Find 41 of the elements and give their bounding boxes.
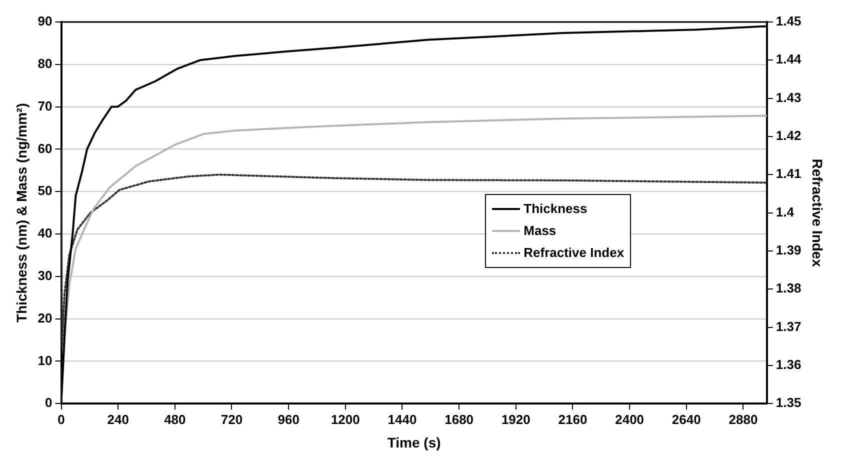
y2-axis-title: Refractive Index	[810, 158, 826, 268]
y2-tick-label: 1.43	[776, 90, 802, 105]
x-tick-label: 1200	[330, 412, 360, 427]
y-tick-label: 0	[45, 395, 52, 410]
y2-tick-label: 1.35	[776, 395, 802, 410]
x-tick-label: 0	[58, 412, 65, 427]
line-series	[61, 148, 767, 348]
y-tick-label: 90	[38, 14, 52, 29]
y2-tick-label: 1.41	[776, 166, 802, 182]
x-tick-label: 2640	[672, 412, 701, 427]
x-tick-label: 480	[164, 412, 186, 427]
y2-tick-label: 1.38	[776, 280, 802, 296]
x-tick-label: 1920	[501, 412, 530, 427]
y2-tick-label: 1.4	[776, 204, 795, 220]
y-tick-label: 30	[38, 268, 52, 283]
y-tick-label: 50	[38, 183, 52, 198]
x-tick-label: 1680	[444, 412, 474, 427]
x-tick-label: 2880	[728, 412, 758, 427]
y-tick-label: 10	[38, 352, 52, 368]
x-axis-title: Time (s)	[387, 434, 441, 450]
x-tick-label: 1440	[388, 412, 417, 427]
x-tick-label: 2400	[615, 412, 644, 427]
x-tick-label: 720	[220, 412, 243, 427]
x-tick-label: 960	[278, 412, 300, 427]
x-tick-label: 2160	[558, 412, 588, 427]
y-tick-label: 70	[38, 98, 52, 114]
y-tick-label: 60	[38, 140, 52, 156]
y2-tick-label: 1.44	[776, 52, 802, 67]
x-tick-label: 240	[107, 412, 129, 427]
y2-tick-label: 1.36	[776, 357, 802, 372]
y2-tick-label: 1.45	[776, 14, 802, 29]
y2-tick-label: 1.39	[776, 242, 802, 258]
y2-tick-label: 1.42	[776, 128, 802, 144]
y-tick-label: 20	[38, 310, 52, 326]
y2-tick-label: 1.37	[776, 318, 802, 334]
y-tick-label: 80	[38, 56, 52, 71]
y-tick-label: 40	[38, 226, 52, 241]
y-axis-title: Thickness (nm) & Mass (ng/mm²)	[13, 103, 30, 322]
legend-label: Mass	[524, 222, 556, 240]
legend-label: Thickness	[524, 200, 588, 218]
legend-label: Refractive Index	[524, 244, 624, 262]
